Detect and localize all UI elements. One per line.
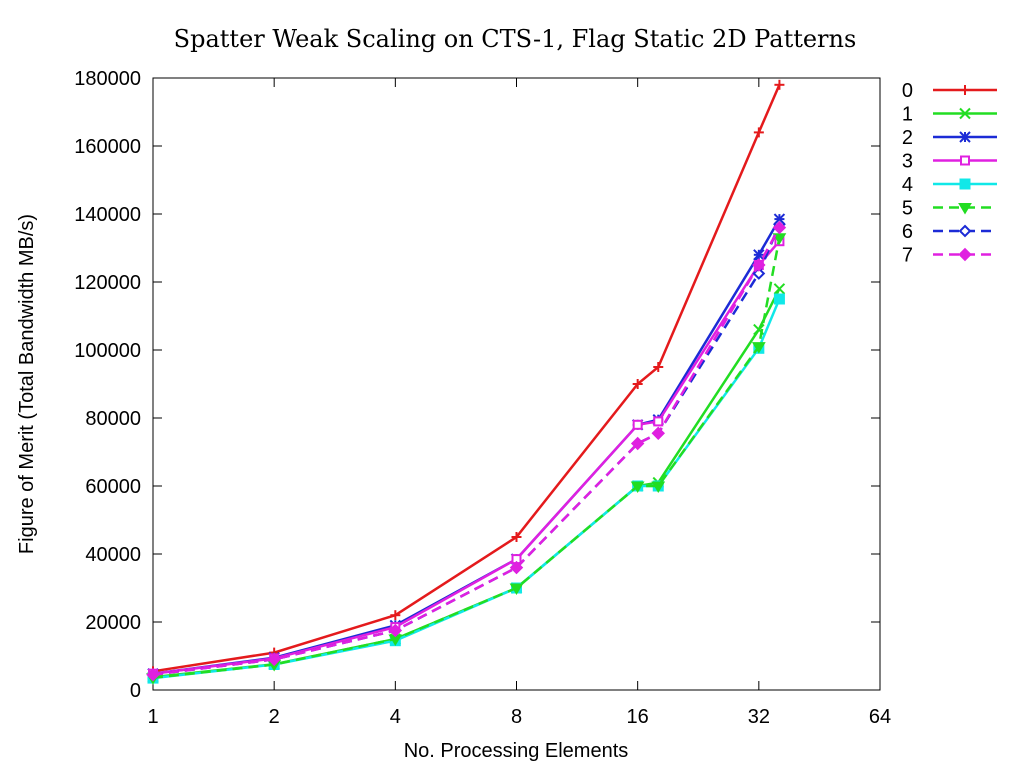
data-point-marker	[653, 362, 664, 372]
data-point-marker	[390, 610, 401, 621]
data-point-marker	[632, 379, 643, 389]
data-point-marker	[960, 155, 970, 166]
legend-item: 3	[902, 151, 997, 173]
legend-label: 6	[902, 221, 913, 243]
series-1	[147, 283, 786, 683]
series-line	[152, 84, 781, 673]
series-4	[147, 293, 785, 684]
data-point-marker	[511, 532, 522, 542]
x-tick-label: 64	[869, 706, 891, 728]
legend-item: 7	[902, 245, 997, 267]
legend-item: 1	[902, 104, 997, 126]
data-point-marker	[751, 342, 766, 354]
y-tick-label: 60000	[85, 476, 141, 498]
series-5	[146, 233, 787, 685]
data-point-marker	[958, 247, 972, 262]
x-tick-label: 32	[748, 706, 770, 728]
data-point-marker	[752, 258, 766, 272]
x-tick-label: 8	[511, 706, 522, 728]
legend-label: 1	[902, 104, 913, 126]
series-line	[152, 288, 781, 679]
chart-title: Spatter Weak Scaling on CTS-1, Flag Stat…	[174, 25, 857, 53]
y-tick-label: 20000	[85, 612, 141, 634]
data-point-marker	[630, 481, 645, 493]
x-axis: 1 2 4 8 16 32 64	[147, 78, 891, 728]
data-point-marker	[509, 583, 524, 595]
x-tick-label: 16	[627, 706, 649, 728]
data-point-marker	[772, 220, 787, 235]
legend-label: 7	[902, 245, 913, 267]
y-tick-label: 140000	[74, 204, 141, 226]
legend-label: 5	[902, 198, 913, 220]
data-point-marker	[388, 623, 403, 638]
data-point-marker	[959, 131, 971, 143]
series-line	[152, 237, 781, 680]
data-point-marker	[958, 203, 972, 215]
plot-area	[146, 79, 787, 685]
data-point-marker	[509, 560, 524, 575]
y-tick-label: 100000	[74, 340, 141, 362]
legend-label: 4	[902, 174, 913, 196]
data-point-marker	[958, 224, 972, 238]
series-line	[152, 226, 781, 676]
data-point-marker	[651, 481, 666, 493]
y-tick-label: 0	[130, 680, 141, 702]
legend-label: 2	[902, 127, 913, 149]
legend-label: 0	[902, 80, 913, 102]
x-tick-label: 4	[390, 706, 401, 728]
y-axis: 0 20000 40000 60000 80000 100000 120000 140000 1…	[74, 68, 880, 702]
y-tick-label: 40000	[85, 544, 141, 566]
data-point-marker	[753, 127, 764, 138]
legend-label: 3	[902, 151, 913, 173]
y-tick-label: 180000	[74, 68, 141, 90]
data-point-marker	[960, 85, 970, 95]
x-tick-label: 2	[269, 706, 280, 728]
data-point-marker	[146, 667, 160, 682]
series-3	[148, 236, 785, 679]
data-point-marker	[267, 652, 281, 667]
data-point-marker	[651, 426, 665, 441]
legend-item: 2	[902, 127, 997, 149]
data-point-marker	[630, 436, 645, 451]
x-tick-label: 1	[147, 706, 158, 728]
legend-item: 0	[902, 80, 997, 102]
legend-item: 4	[902, 174, 997, 196]
legend-item: 6	[902, 221, 997, 243]
y-tick-label: 160000	[74, 136, 141, 158]
series-line	[152, 218, 781, 675]
data-point-marker	[773, 283, 786, 295]
plot-frame	[152, 77, 881, 691]
data-point-marker	[632, 419, 643, 430]
legend-item: 5	[902, 198, 997, 220]
y-tick-label: 80000	[85, 408, 141, 430]
data-point-marker	[959, 107, 971, 120]
data-point-marker	[774, 79, 785, 90]
series-7	[146, 220, 787, 682]
y-tick-label: 120000	[74, 272, 141, 294]
data-point-marker	[773, 293, 785, 305]
data-point-marker	[653, 416, 664, 427]
data-point-marker	[753, 249, 765, 261]
x-axis-label: No. Processing Elements	[404, 740, 629, 762]
y-axis-label: Figure of Merit (Total Bandwidth MB/s)	[16, 214, 38, 554]
series-line	[152, 298, 781, 680]
data-point-marker	[959, 178, 971, 190]
